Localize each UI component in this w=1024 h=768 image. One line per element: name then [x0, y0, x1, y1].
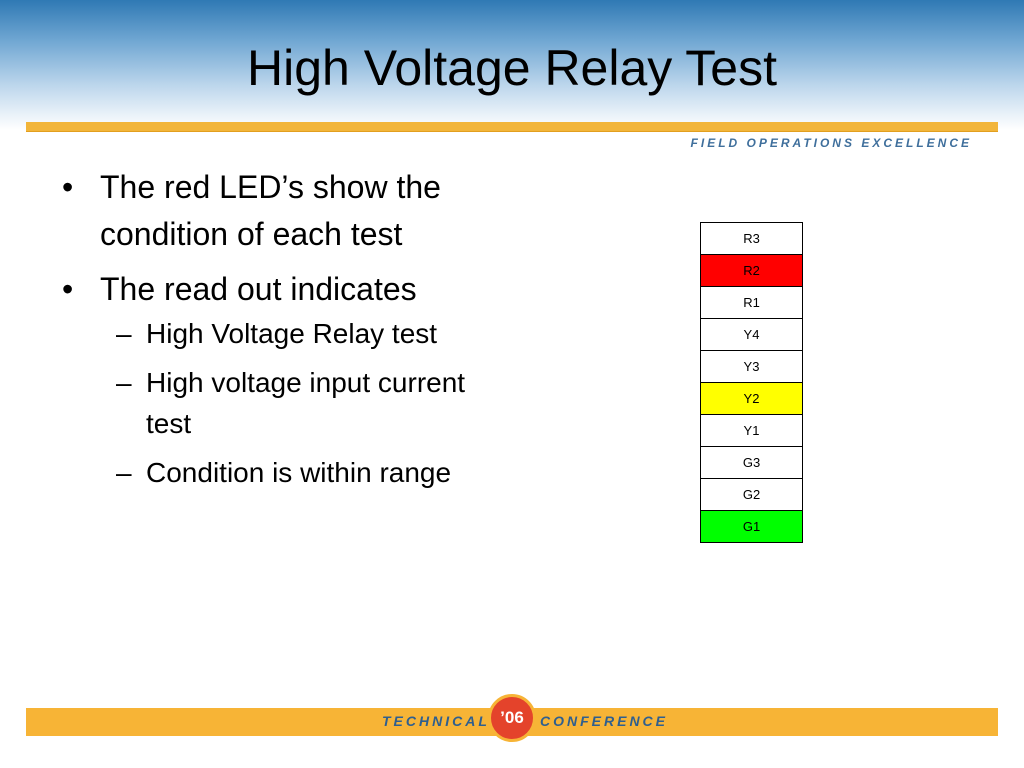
led-cell: Y4 [700, 318, 803, 351]
led-cell: G3 [700, 446, 803, 479]
bullet-item: • The read out indicates – High Voltage … [62, 266, 482, 493]
bullet-item: • The red LED’s show the condition of ea… [62, 164, 482, 258]
led-cell: Y2 [700, 382, 803, 415]
conference-year-badge: ’06 [488, 694, 536, 742]
footer-technical-text: TECHNICAL [382, 713, 490, 729]
led-cell: G1 [700, 510, 803, 543]
sub-bullet-list: – High Voltage Relay test – High voltage… [100, 313, 482, 493]
sub-bullet-item: – Condition is within range [100, 452, 482, 493]
bullet-text: The red LED’s show the condition of each… [100, 169, 441, 252]
sub-bullet-text: High Voltage Relay test [146, 318, 438, 349]
sub-bullet-item: – High Voltage Relay test [100, 313, 482, 354]
bullet-mark: • [62, 169, 74, 205]
led-cell: Y3 [700, 350, 803, 383]
sub-bullet-mark: – [116, 367, 132, 398]
led-row: Y1 [700, 414, 803, 447]
led-row: G3 [700, 446, 803, 479]
sub-bullet-item: – High voltage input current test [100, 362, 482, 444]
led-row: Y4 [700, 318, 803, 351]
led-cell: R3 [700, 222, 803, 255]
led-row: R3 [700, 222, 803, 255]
led-cell: Y1 [700, 414, 803, 447]
sub-bullet-text: High voltage input current test [146, 367, 466, 439]
bullet-list: • The red LED’s show the condition of ea… [62, 164, 482, 501]
led-row: R2 [700, 254, 803, 287]
footer-conference-text: CONFERENCE [540, 713, 669, 729]
led-cell: G2 [700, 478, 803, 511]
bullet-text: The read out indicates [100, 271, 417, 307]
led-cell: R2 [700, 254, 803, 287]
led-row: Y3 [700, 350, 803, 383]
led-row: G2 [700, 478, 803, 511]
sub-bullet-text: Condition is within range [146, 457, 452, 488]
bullet-mark: • [62, 271, 74, 307]
top-accent-bar [26, 122, 998, 132]
field-operations-tagline: FIELD OPERATIONS EXCELLENCE [690, 136, 972, 150]
led-indicator-table: R3 R2 R1 Y4 Y3 Y2 Y1 G3 G2 G1 [700, 222, 803, 543]
slide-title: High Voltage Relay Test [247, 40, 777, 96]
led-row: G1 [700, 510, 803, 543]
led-cell: R1 [700, 286, 803, 319]
led-row: R1 [700, 286, 803, 319]
sub-bullet-mark: – [116, 318, 132, 349]
led-row: Y2 [700, 382, 803, 415]
sub-bullet-mark: – [116, 457, 132, 488]
